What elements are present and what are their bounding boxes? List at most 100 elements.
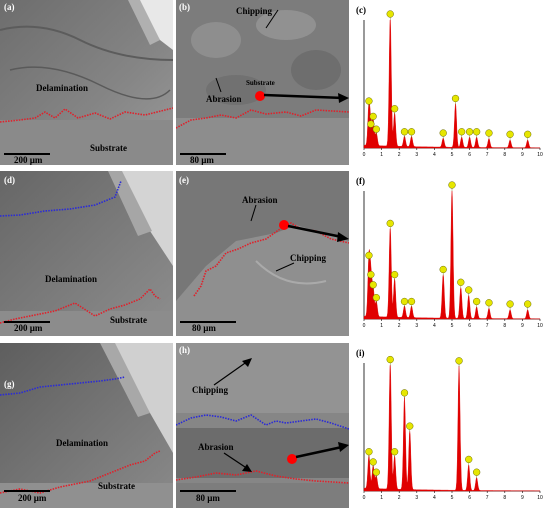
peak-marker <box>406 422 414 430</box>
peak-marker <box>369 281 377 289</box>
panel-label-d: (d) <box>4 175 15 185</box>
peak-marker <box>400 128 409 136</box>
peak-marker <box>386 10 394 18</box>
x-tick-label: 4 <box>433 323 436 329</box>
peak-marker <box>400 297 409 306</box>
eds-spectrum-i: 0 1 2 3 4 5 6 7 8 9 10 <box>363 355 543 501</box>
peak-marker <box>448 181 456 189</box>
peak-marker <box>400 389 409 397</box>
spectrum-area <box>363 19 541 149</box>
peak-marker <box>390 105 399 113</box>
x-tick-label: 2 <box>398 495 401 501</box>
panel-label-b: (b) <box>179 2 190 12</box>
peak-marker <box>386 355 394 364</box>
peak-marker <box>407 128 416 136</box>
annotation-substrate-b: Substrate <box>246 79 275 87</box>
scale-label-e: 80 µm <box>192 323 216 333</box>
peak-marker <box>524 130 532 138</box>
x-tick-label: 9 <box>521 323 524 329</box>
peak-marker <box>506 300 514 308</box>
peak-marker <box>457 278 465 286</box>
x-tick-label: 5 <box>451 152 454 158</box>
x-tick-label: 10 <box>537 495 543 501</box>
x-tick-label: 8 <box>503 495 506 501</box>
x-tick-label: 6 <box>468 323 471 329</box>
peak-marker <box>485 299 493 307</box>
peak-marker <box>451 94 460 103</box>
x-tick-label: 10 <box>537 323 543 329</box>
spectrum-area <box>363 190 541 320</box>
panel-label-g: (g) <box>4 379 15 389</box>
panel-label-i: (i) <box>356 348 365 358</box>
annotation-chipping-e: Chipping <box>290 253 327 263</box>
eds-spectrum-f: 0 1 2 3 4 5 6 7 8 9 10 <box>363 181 543 329</box>
x-tick-label: 3 <box>415 323 418 329</box>
x-tick-label: 2 <box>398 152 401 158</box>
annotation-substrate-a: Substrate <box>90 143 127 153</box>
peak-marker <box>390 270 399 279</box>
annotation-chipping-b: Chipping <box>236 6 273 16</box>
eds-spectrum-c: 0 1 2 3 4 5 6 7 8 9 10 <box>363 10 543 158</box>
x-tick-label: 7 <box>486 323 489 329</box>
peak-marker <box>472 128 481 136</box>
x-tick-label: 6 <box>468 495 471 501</box>
annotation-delamination-g: Delamination <box>56 438 108 448</box>
x-tick-label: 1 <box>380 152 383 158</box>
peak-marker <box>465 455 473 464</box>
x-tick-label: 8 <box>503 152 506 158</box>
peak-marker <box>506 130 514 138</box>
peak-marker <box>439 265 447 274</box>
peak-marker <box>455 357 463 365</box>
eds-panel-i: (i) 0 1 2 3 4 5 6 7 8 9 10 <box>352 343 550 508</box>
x-tick-label: 1 <box>380 323 383 329</box>
x-tick-label: 8 <box>503 323 506 329</box>
x-tick-label: 3 <box>415 495 418 501</box>
x-tick-label: 6 <box>468 152 471 158</box>
eds-panel-f: (f) 0 1 2 3 4 5 6 7 8 9 10 <box>352 171 550 336</box>
eds-arrow-e <box>287 224 343 239</box>
eds-spot-b <box>255 91 265 101</box>
peak-marker <box>365 251 373 260</box>
x-tick-label: 4 <box>433 152 436 158</box>
scale-label-a: 200 µm <box>14 155 43 165</box>
scale-label-d: 200 µm <box>14 323 43 333</box>
peak-marker <box>458 128 466 136</box>
peak-marker <box>365 448 373 456</box>
annotation-abrasion-b: Abrasion <box>206 94 242 104</box>
eds-panel-c: (c) 0 1 2 3 4 5 6 7 8 9 10 <box>352 0 550 165</box>
x-tick-label: 7 <box>486 152 489 158</box>
x-tick-label: 10 <box>537 152 543 158</box>
peak-marker <box>465 128 474 136</box>
panel-label-a: (a) <box>4 2 15 12</box>
scale-label-g: 200 µm <box>18 493 47 503</box>
peak-marker <box>472 468 481 476</box>
peak-marker <box>472 297 481 306</box>
x-tick-label: 7 <box>486 495 489 501</box>
peak-marker <box>369 112 377 121</box>
peak-marker <box>524 300 532 308</box>
annotation-substrate-d: Substrate <box>110 315 147 325</box>
eds-spot-h <box>287 454 297 464</box>
peak-marker <box>386 219 394 228</box>
peak-marker <box>369 458 377 466</box>
x-tick-label: 2 <box>398 323 401 329</box>
panel-label-c: (c) <box>356 5 366 15</box>
x-tick-label: 9 <box>521 495 524 501</box>
scale-label-b: 80 µm <box>190 155 214 165</box>
x-tick-label: 1 <box>380 495 383 501</box>
peak-marker <box>367 270 375 279</box>
peak-marker <box>485 129 493 137</box>
annotation-abrasion-h: Abrasion <box>198 442 234 452</box>
annotation-delamination-d: Delamination <box>45 274 97 284</box>
peak-marker <box>439 129 447 137</box>
eds-arrow-b <box>263 93 345 100</box>
panel-label-f: (f) <box>356 176 365 186</box>
eds-arrow-h <box>295 445 343 459</box>
x-tick-label: 0 <box>363 323 366 329</box>
peak-marker <box>465 286 473 294</box>
x-tick-label: 0 <box>363 152 366 158</box>
peak-marker <box>407 297 416 306</box>
annotation-abrasion-e: Abrasion <box>242 195 278 205</box>
peak-marker <box>390 448 399 456</box>
peak-marker <box>365 97 373 105</box>
